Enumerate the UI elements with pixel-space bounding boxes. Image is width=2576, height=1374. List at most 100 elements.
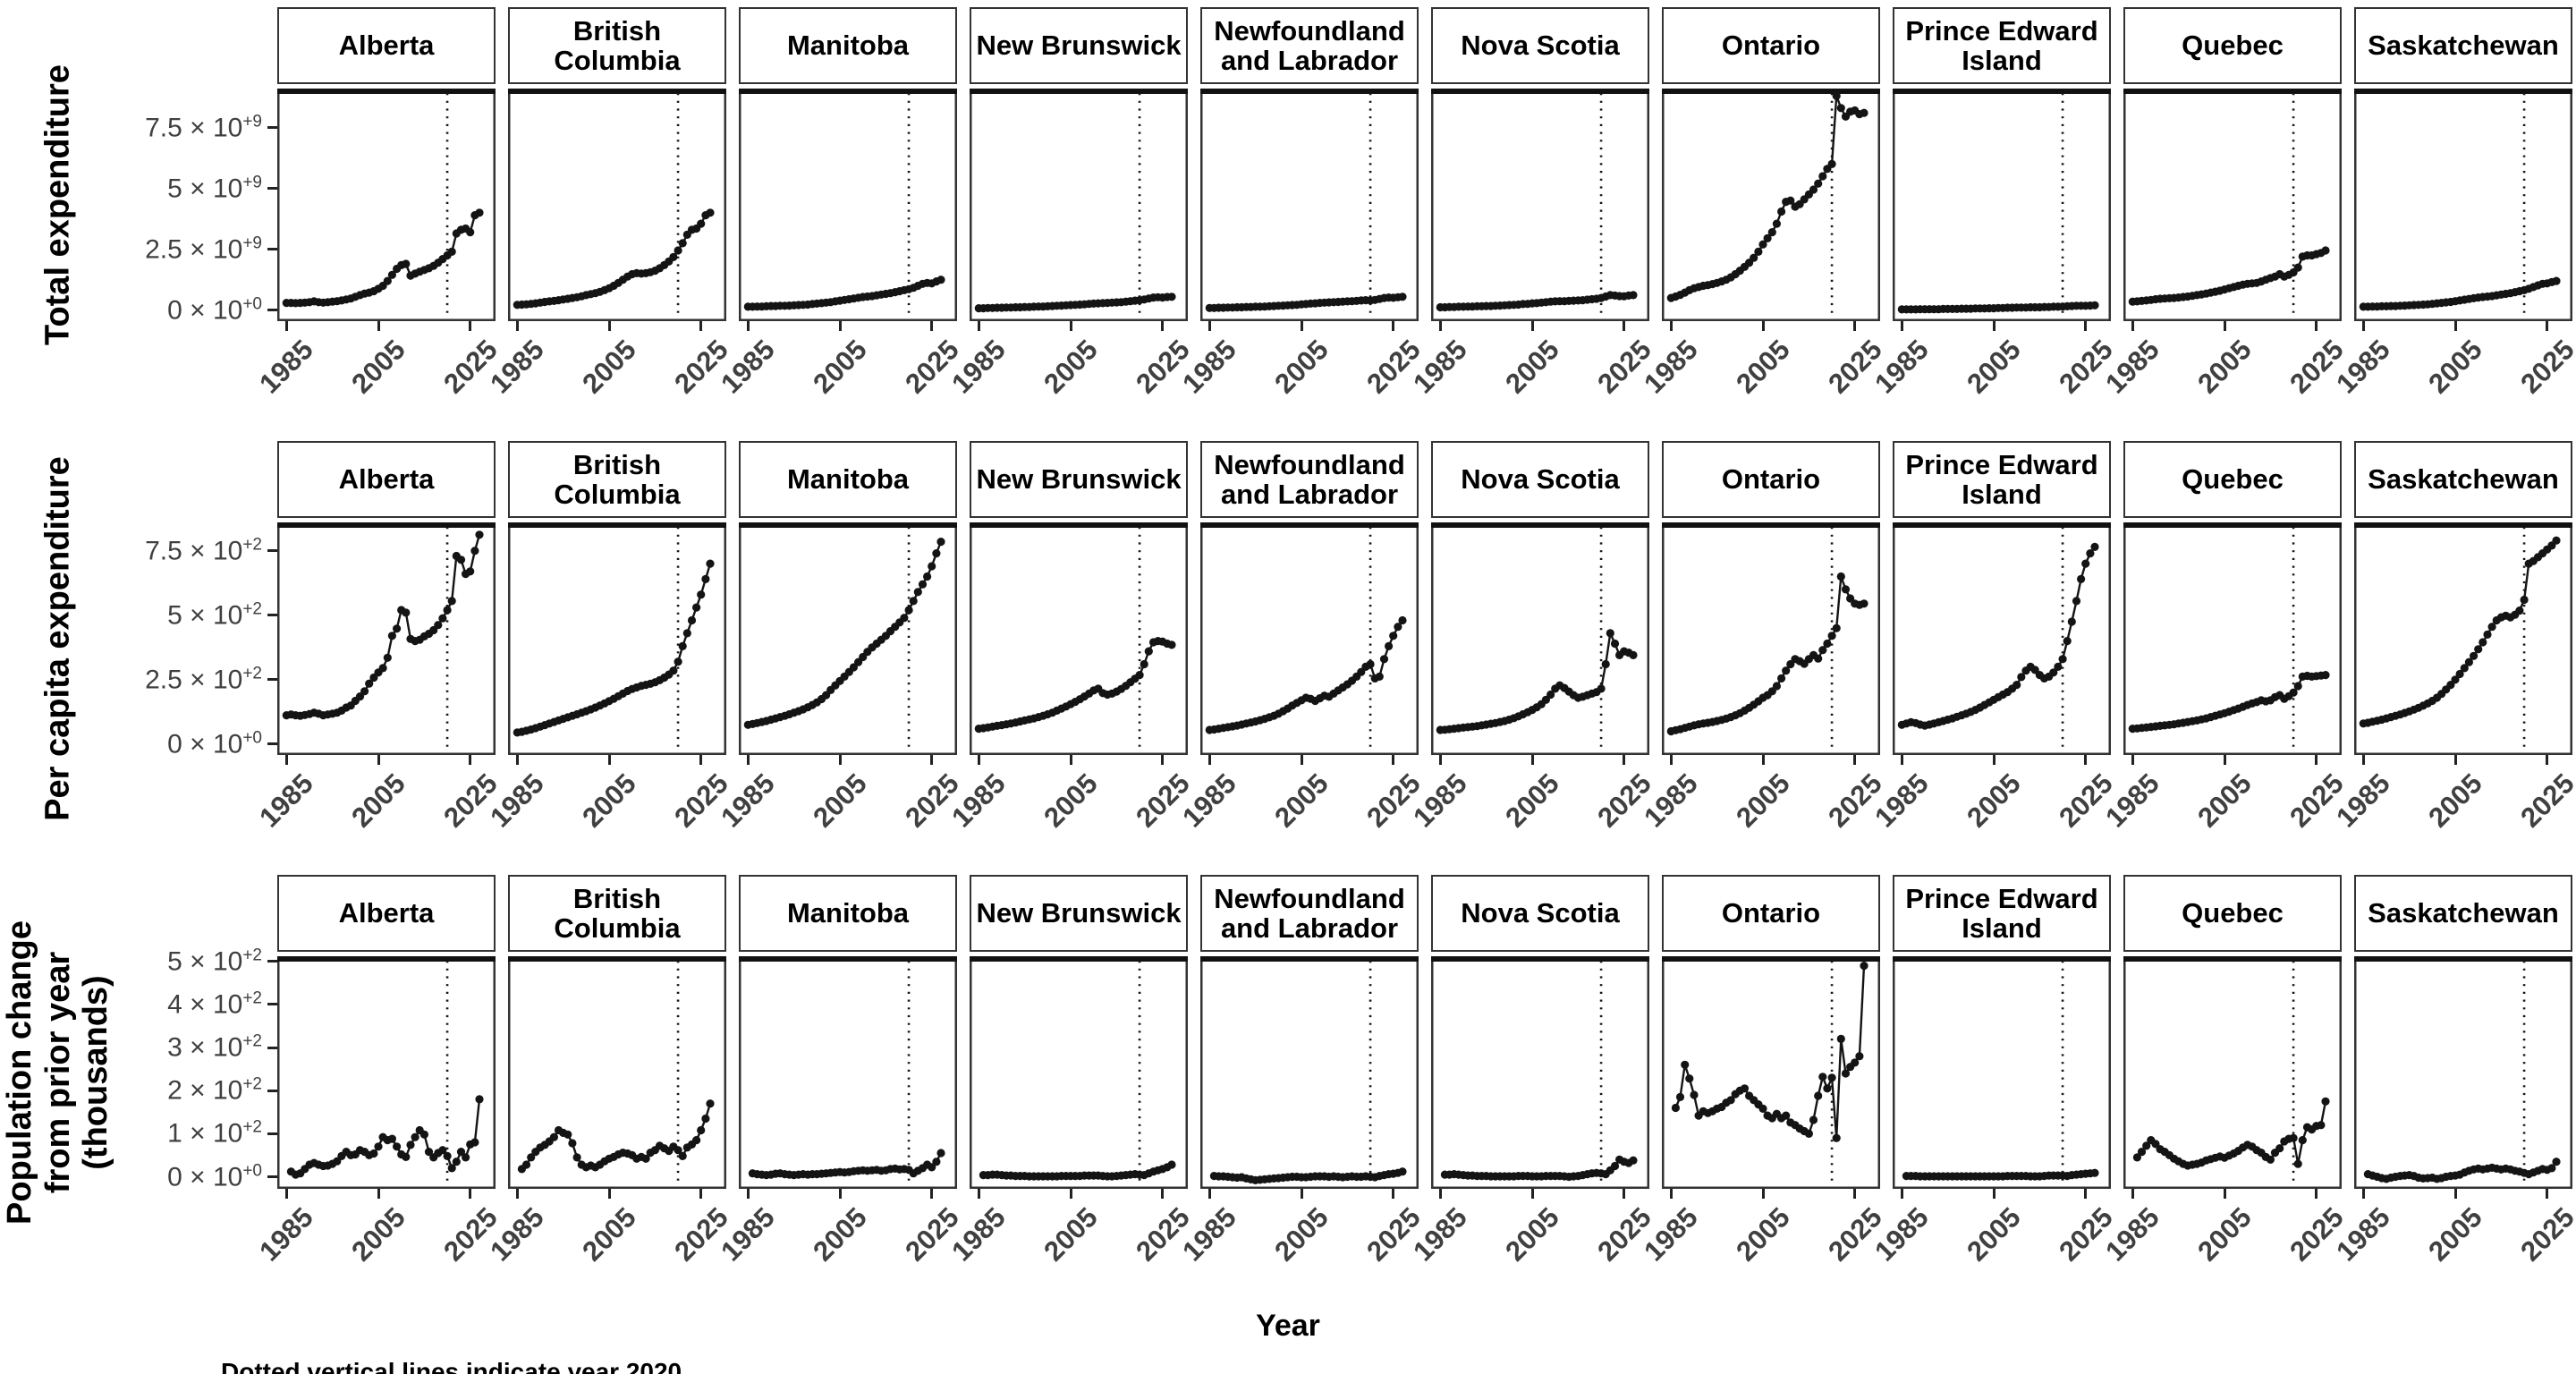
x-tick-mark bbox=[930, 1189, 934, 1199]
data-point bbox=[402, 608, 411, 617]
x-tick-mark bbox=[2315, 755, 2318, 765]
x-tick-label: 2005 bbox=[1730, 334, 1796, 400]
line-plot bbox=[739, 956, 957, 1189]
x-tick-label: 2005 bbox=[345, 334, 411, 400]
x-tick-label: 2005 bbox=[1268, 334, 1335, 400]
x-tick-mark bbox=[2453, 321, 2457, 331]
facet-panel: Alberta 1985 2005 2025 bbox=[253, 7, 503, 403]
data-point bbox=[452, 1158, 461, 1166]
x-tick-mark bbox=[699, 321, 703, 331]
line-plot bbox=[1200, 89, 1419, 321]
x-tick-label: 2005 bbox=[576, 1201, 642, 1268]
data-point bbox=[1836, 572, 1845, 581]
line-plot bbox=[1200, 522, 1419, 755]
x-tick-mark bbox=[2223, 1189, 2226, 1199]
data-point bbox=[447, 597, 456, 606]
data-point bbox=[443, 606, 452, 615]
facet-strip-title: Quebec bbox=[2123, 875, 2342, 952]
data-point bbox=[2067, 617, 2076, 626]
data-point bbox=[1818, 1073, 1827, 1081]
data-point bbox=[1777, 674, 1786, 683]
facet-strip-title: Quebec bbox=[2123, 441, 2342, 518]
y-tick-label: 2 × 10+2 bbox=[167, 1074, 262, 1106]
data-point bbox=[1855, 1052, 1864, 1061]
data-point bbox=[475, 530, 484, 539]
data-point bbox=[1629, 291, 1638, 300]
facet-panel: British Columbia 1985 2005 2025 bbox=[484, 875, 733, 1271]
data-point bbox=[1685, 1074, 1694, 1083]
line-plot bbox=[739, 522, 957, 755]
panel-border bbox=[1893, 956, 2111, 1189]
data-point bbox=[1610, 639, 1620, 649]
x-tick-mark bbox=[1161, 755, 1165, 765]
panel-border bbox=[1431, 522, 1649, 755]
x-tick-mark bbox=[377, 755, 380, 765]
facet-strip-title: New Brunswick bbox=[970, 441, 1188, 518]
data-point bbox=[2321, 671, 2330, 680]
data-point bbox=[692, 603, 701, 612]
data-point bbox=[687, 615, 697, 625]
data-point bbox=[447, 247, 456, 256]
y-tick-mark bbox=[267, 1089, 277, 1092]
data-point bbox=[932, 1158, 941, 1166]
x-axis: 1985 2005 2025 bbox=[715, 1189, 964, 1271]
x-tick-mark bbox=[838, 321, 842, 331]
x-tick-mark bbox=[1900, 321, 1903, 331]
line-plot bbox=[2354, 89, 2572, 321]
data-point bbox=[1772, 682, 1781, 691]
data-point bbox=[383, 653, 392, 662]
x-tick-mark bbox=[1900, 1189, 1903, 1199]
panels: Alberta 1985 2005 2025 British Columbia 1985 2… bbox=[253, 875, 2576, 1271]
x-tick-mark bbox=[1669, 1189, 1673, 1199]
facet-strip-title: Saskatchewan bbox=[2354, 441, 2572, 518]
x-tick-mark bbox=[1992, 1189, 1996, 1199]
x-tick-mark bbox=[2315, 321, 2318, 331]
data-point bbox=[387, 1134, 396, 1143]
x-tick-mark bbox=[2546, 1189, 2549, 1199]
x-tick-mark bbox=[1438, 755, 1442, 765]
x-axis: 1985 2005 2025 bbox=[1638, 755, 1887, 837]
data-point bbox=[2321, 1097, 2330, 1106]
data-point bbox=[374, 1142, 383, 1151]
data-point bbox=[936, 276, 945, 284]
data-point bbox=[2012, 681, 2021, 690]
line-plot bbox=[508, 89, 726, 321]
facet-panel: Manitoba 1985 2005 2025 bbox=[715, 7, 964, 403]
x-tick-mark bbox=[1392, 755, 1395, 765]
row-axis-title-block: Per capita expenditure bbox=[5, 441, 111, 837]
facet-panel: British Columbia 1985 2005 2025 bbox=[484, 7, 733, 403]
x-tick-mark bbox=[1992, 321, 1996, 331]
data-point bbox=[393, 624, 402, 633]
data-point bbox=[1841, 585, 1851, 594]
x-tick-mark bbox=[2361, 755, 2365, 765]
panel-border bbox=[970, 956, 1188, 1189]
x-tick-label: 2005 bbox=[1268, 1201, 1335, 1268]
data-point bbox=[1754, 247, 1763, 256]
panel-border bbox=[2354, 89, 2572, 321]
data-point bbox=[1767, 228, 1776, 237]
x-tick-mark bbox=[746, 321, 750, 331]
x-axis-title: Year bbox=[1256, 1309, 1320, 1343]
data-point bbox=[378, 664, 387, 673]
facet-strip-title: Saskatchewan bbox=[2354, 875, 2572, 952]
facet-panel: Newfoundland and Labrador 1985 2005 2025 bbox=[1176, 875, 1426, 1271]
data-point bbox=[923, 572, 932, 581]
data-point bbox=[1601, 659, 1610, 669]
data-point bbox=[2470, 651, 2479, 660]
data-point bbox=[1814, 179, 1823, 188]
y-tick-mark bbox=[267, 309, 277, 312]
data-point bbox=[1818, 172, 1827, 181]
line-plot bbox=[277, 522, 496, 755]
x-tick-mark bbox=[1761, 1189, 1765, 1199]
x-tick-mark bbox=[377, 321, 380, 331]
data-point bbox=[692, 1136, 701, 1145]
y-tick-mark bbox=[267, 960, 277, 963]
x-tick-mark bbox=[2084, 1189, 2088, 1199]
line-plot bbox=[970, 89, 1188, 321]
data-point bbox=[1597, 684, 1606, 693]
x-tick-mark bbox=[1530, 755, 1534, 765]
x-tick-mark bbox=[977, 755, 980, 765]
facet-strip-title: Nova Scotia bbox=[1431, 875, 1649, 952]
x-tick-mark bbox=[607, 755, 611, 765]
data-point bbox=[2321, 246, 2330, 255]
